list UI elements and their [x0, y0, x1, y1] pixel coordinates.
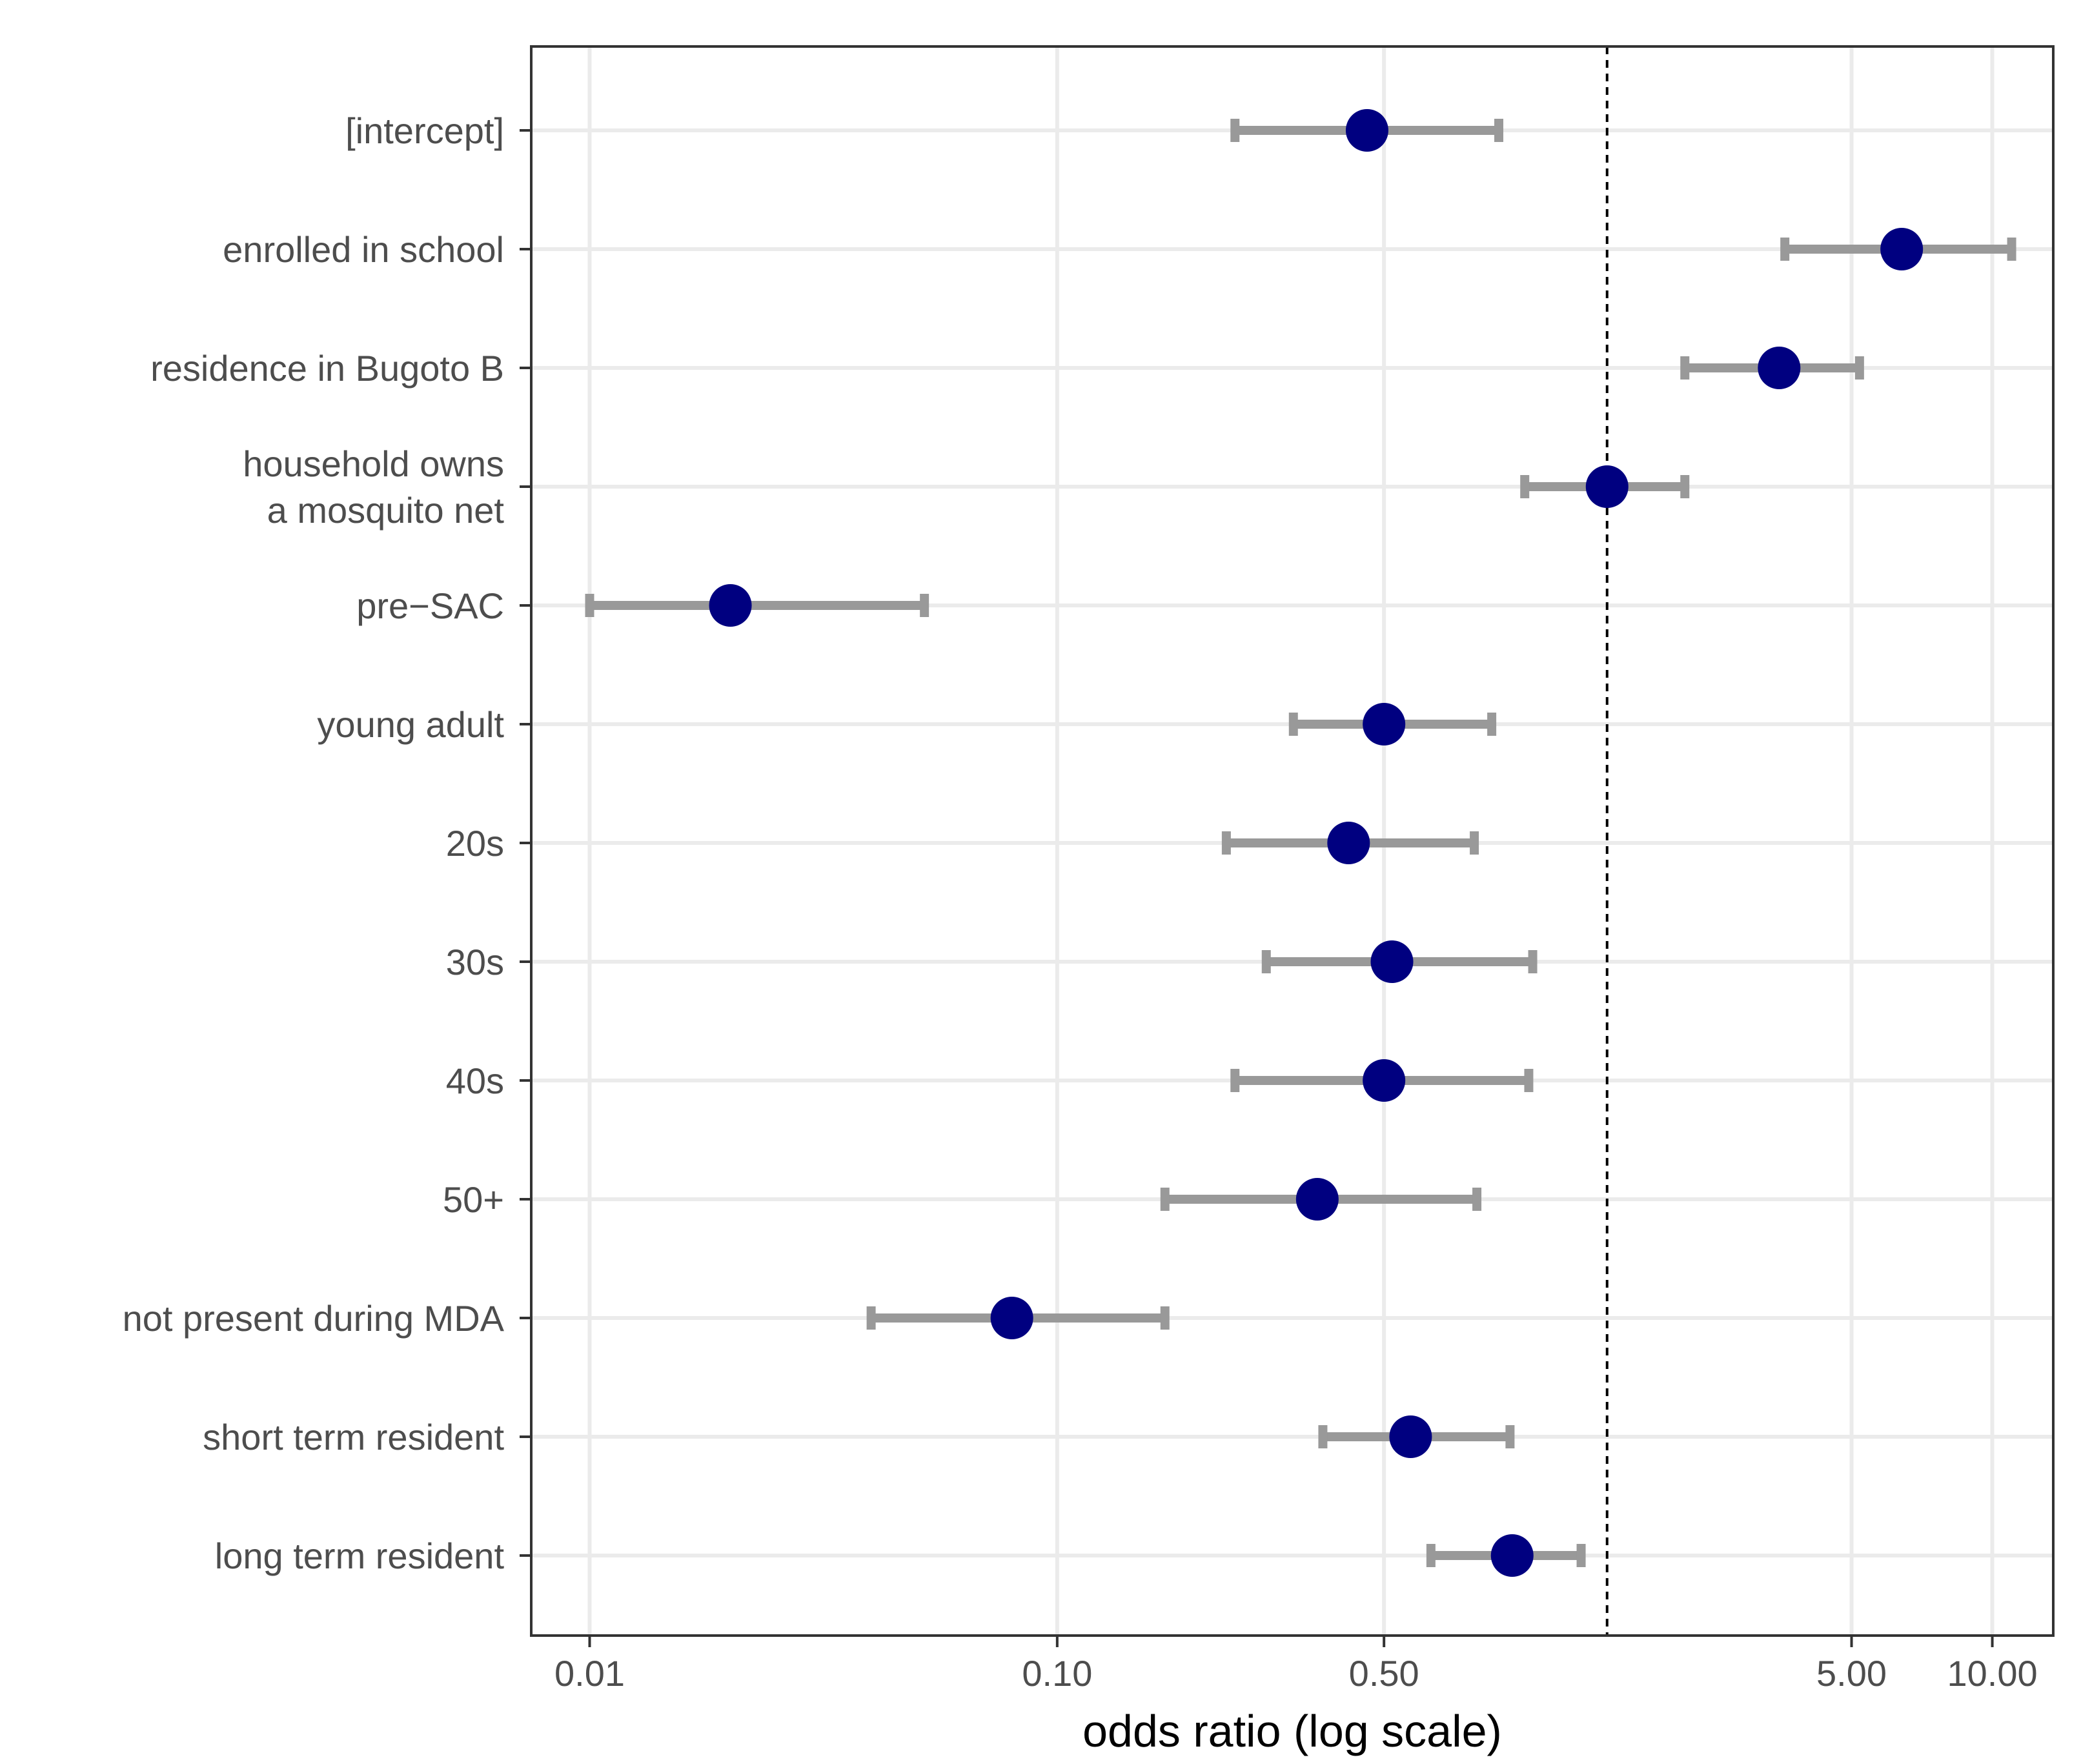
estimate-point [1363, 703, 1406, 745]
y-tick-label: not present during MDA [123, 1298, 505, 1339]
estimate-point [1363, 1059, 1406, 1102]
y-tick-label: 50+ [443, 1179, 504, 1220]
estimate-point [1880, 228, 1924, 270]
y-tick-label: pre−SAC [356, 585, 504, 626]
estimate-point [1327, 822, 1370, 864]
estimate-point [1758, 347, 1801, 389]
y-tick-label: young adult [317, 704, 504, 745]
estimate-point [1585, 465, 1629, 508]
estimate-point [1389, 1415, 1432, 1458]
y-tick-label: [intercept] [345, 110, 504, 151]
estimate-point [709, 584, 752, 627]
plot-panel-border [530, 45, 2055, 1637]
y-tick-label: 30s [446, 942, 504, 982]
estimate-point [1295, 1178, 1339, 1221]
y-tick-label: household owns a mosquito net [243, 443, 504, 531]
x-axis-labels: 0.01 0.10 0.50 5.00 10.00 [554, 1653, 2038, 1694]
estimate-point [990, 1297, 1033, 1339]
estimate-points [709, 109, 1924, 1577]
x-tick-label: 0.01 [554, 1653, 625, 1694]
x-tick-label: 10.00 [1947, 1653, 2038, 1694]
y-tick-label: 20s [446, 823, 504, 864]
axis-ticks [520, 129, 1994, 1647]
y-tick-label: residence in Bugoto B [150, 348, 504, 389]
x-tick-label: 5.00 [1816, 1653, 1887, 1694]
y-tick-label: short term resident [203, 1417, 504, 1457]
x-axis-title: odds ratio (log scale) [1082, 1706, 1502, 1756]
x-tick-label: 0.50 [1349, 1653, 1419, 1694]
y-tick-label: 40s [446, 1060, 504, 1101]
estimate-point [1345, 109, 1388, 152]
y-tick-label: long term resident [215, 1536, 505, 1576]
x-tick-label: 0.10 [1022, 1653, 1092, 1694]
y-tick-label: enrolled in school [223, 229, 504, 270]
estimate-point [1490, 1534, 1534, 1577]
estimate-point [1370, 940, 1414, 983]
y-axis-labels: [intercept] enrolled in school residence i… [123, 110, 505, 1576]
